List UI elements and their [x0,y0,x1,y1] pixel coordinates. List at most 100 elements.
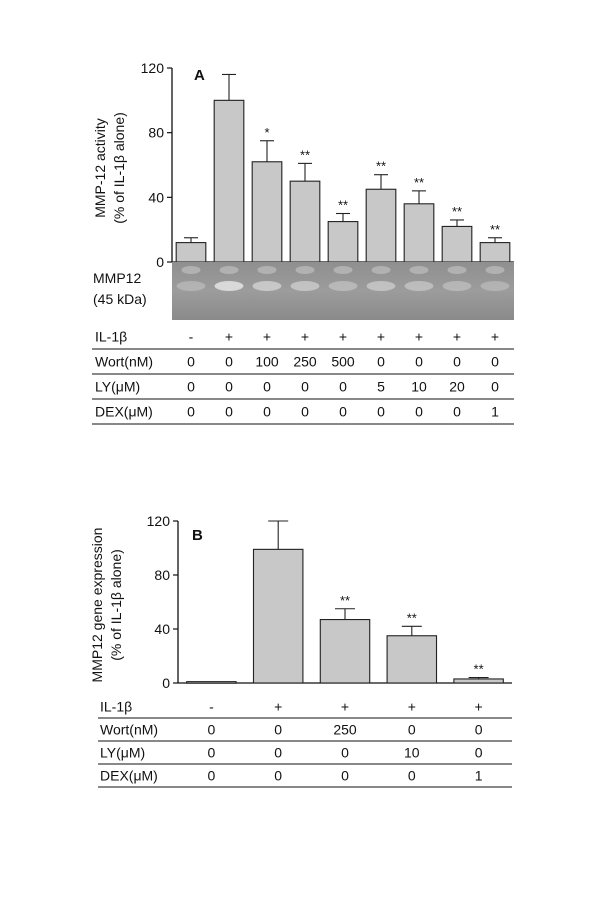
table-cell: 0 [187,379,195,395]
y-tick-label: 120 [141,60,165,76]
table-cell: 250 [293,354,317,370]
panel-a-ylabel-line1: MMP-12 activity [92,118,108,218]
table-cell: 0 [208,768,216,784]
panel-b-bars: ** ** ** [186,520,504,684]
table-row-label: LY(μM) [100,745,145,761]
panel-b-letter: B [192,527,203,544]
table-cell: 0 [225,379,233,395]
table-cell: 500 [331,354,355,370]
panel-b: B MMP12 gene expression (% of IL-1β alon… [89,513,512,788]
table-cell: + [475,699,483,715]
bar [403,203,435,263]
gel-bands [176,266,510,291]
y-tick-label: 80 [154,567,170,583]
table-row-label: LY(μM) [95,379,140,395]
table-cell: + [274,699,282,715]
table-cell: 0 [263,404,271,420]
table-row-label: DEX(μM) [100,768,158,784]
table-cell: 0 [491,354,499,370]
bar [327,221,359,263]
y-tick-label: 120 [147,513,171,529]
bar [186,681,237,684]
table-cell: 0 [301,379,309,395]
bar [365,188,397,263]
table-cell: - [209,699,214,715]
y-tick-label: 40 [148,189,164,205]
panel-b-table: IL-1β - + + + +Wort(nM) 0 0 250 0 0LY(μM) 0 0 0 10 0DEX… [98,699,512,788]
table-cell: - [189,329,194,345]
significance-marker: ** [490,222,500,237]
table-cell: 0 [377,404,385,420]
significance-marker: ** [340,593,350,608]
table-cell: 250 [333,722,357,738]
panel-a: A MMP-12 activity (% of IL-1β alone) 0 40… [92,60,514,425]
table-cell: + [377,329,385,345]
table-cell: + [491,329,499,345]
table-cell: + [341,699,349,715]
table-cell: + [453,329,461,345]
panel-b-ylabel-line1: MMP12 gene expression [89,528,105,683]
table-row-label: IL-1β [100,699,132,715]
table-cell: 1 [491,404,499,420]
table-cell: 20 [449,379,465,395]
table-row-label: DEX(μM) [95,404,153,420]
gel-band [480,281,510,291]
table-cell: 0 [377,354,385,370]
gel-band [442,281,472,291]
panel-b-ylabel-line2: (% of IL-1β alone) [108,549,124,661]
bar [441,225,473,263]
table-cell: 0 [341,745,349,761]
table-cell: 0 [415,354,423,370]
gel-well [181,266,201,274]
gel-well [257,266,277,274]
significance-marker: ** [474,662,484,677]
gel-well [485,266,505,274]
table-cell: 0 [453,404,461,420]
bar [453,678,504,684]
gel-band [214,281,244,291]
bar [213,99,245,263]
y-tick-label: 40 [154,621,170,637]
table-cell: 0 [274,745,282,761]
table-cell: + [263,329,271,345]
table-cell: 0 [339,379,347,395]
panel-a-gel: MMP12 (45 kDa) [93,262,514,320]
significance-marker: ** [414,175,424,190]
table-cell: 0 [274,768,282,784]
bar [175,242,207,263]
gel-well [447,266,467,274]
table-cell: + [408,699,416,715]
table-cell: 0 [225,354,233,370]
table-cell: + [301,329,309,345]
table-cell: + [415,329,423,345]
table-cell: 100 [255,354,279,370]
table-cell: 10 [411,379,427,395]
table-cell: 0 [225,404,233,420]
bar [479,242,511,263]
gel-well [333,266,353,274]
table-cell: + [225,329,233,345]
bar [289,180,321,263]
y-tick-label: 0 [162,675,170,691]
table-cell: 0 [208,745,216,761]
bar [252,548,304,684]
y-tick-label: 0 [156,254,164,270]
gel-label-line1: MMP12 [93,270,141,286]
table-cell: 0 [408,722,416,738]
gel-band [366,281,396,291]
panel-a-letter: A [194,67,205,84]
table-cell: 0 [341,768,349,784]
panel-a-bars: ************* [175,73,511,263]
table-row-label: Wort(nM) [95,354,153,370]
table-cell: 0 [408,768,416,784]
gel-well [371,266,391,274]
table-cell: 5 [377,379,385,395]
bar [319,618,371,684]
gel-label-line2: (45 kDa) [93,291,147,307]
table-cell: 1 [475,768,483,784]
table-cell: 0 [187,354,195,370]
table-cell: 0 [274,722,282,738]
gel-band [404,281,434,291]
table-row-label: IL-1β [95,329,127,345]
